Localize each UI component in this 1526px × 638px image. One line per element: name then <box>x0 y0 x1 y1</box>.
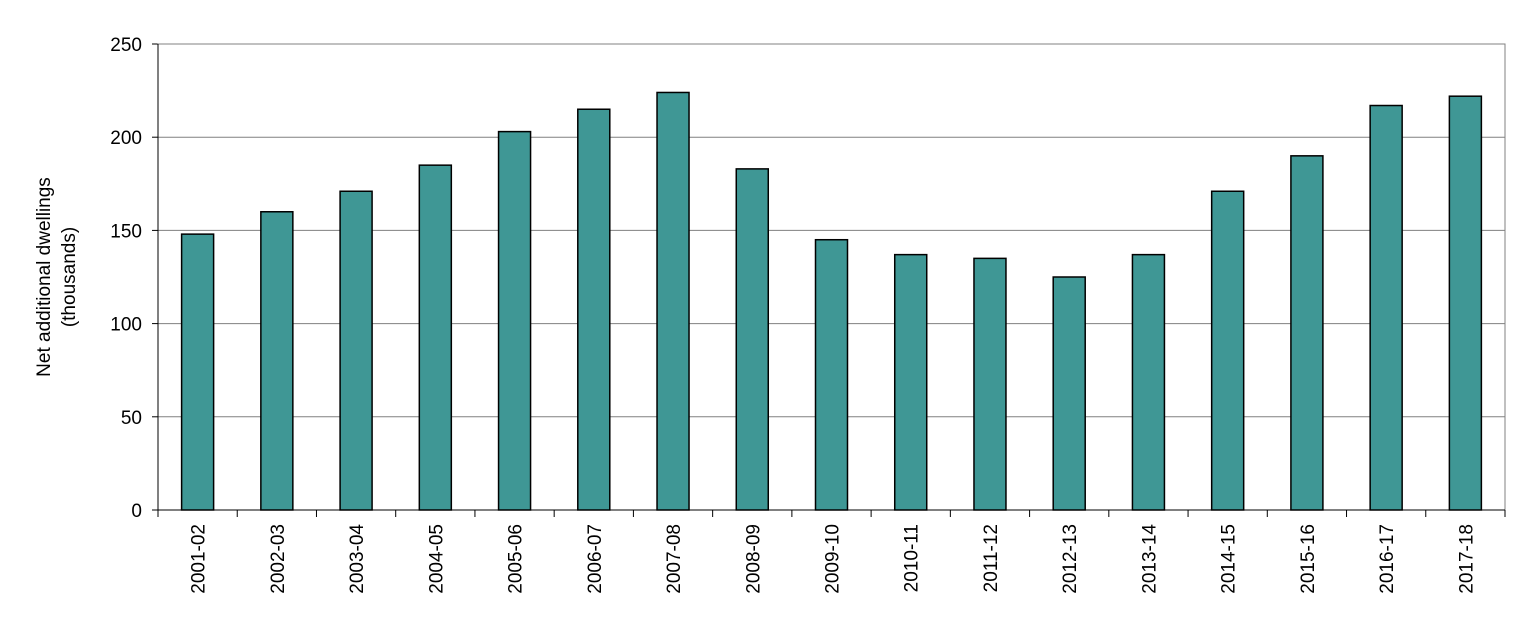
x-tick-label: 2016-17 <box>1377 524 1398 594</box>
x-tick-label: 2008-09 <box>743 524 764 594</box>
bar <box>1369 104 1403 511</box>
y-tick-label: 150 <box>110 221 142 242</box>
x-tick-label: 2002-03 <box>268 524 289 594</box>
x-tick-label: 2012-13 <box>1060 524 1081 594</box>
x-tick-label: 2005-06 <box>506 524 527 594</box>
x-tick-label: 2006-07 <box>585 524 606 594</box>
bar <box>735 168 770 511</box>
y-axis-label: (thousands) <box>59 227 80 327</box>
bar <box>1448 95 1483 511</box>
bar <box>814 238 849 511</box>
x-tick-label: 2014-15 <box>1219 524 1240 594</box>
bar <box>339 190 373 511</box>
bar <box>1052 276 1086 511</box>
y-tick-label: 50 <box>121 408 142 429</box>
y-axis-label: Net additional dwellings <box>34 177 55 377</box>
bar <box>180 233 215 511</box>
bar <box>893 253 928 511</box>
bar <box>260 211 294 511</box>
x-tick-label: 2010-11 <box>902 524 923 592</box>
x-tick-label: 2007-08 <box>664 524 685 594</box>
bar <box>656 91 690 511</box>
x-tick-label: 2001-02 <box>189 524 210 594</box>
x-tick-label: 2004-05 <box>426 524 447 594</box>
y-tick-label: 250 <box>110 35 142 56</box>
x-tick-label: 2017-18 <box>1456 524 1477 594</box>
x-tick-label: 2013-14 <box>1139 524 1160 594</box>
bar <box>1290 155 1324 511</box>
y-tick-label: 0 <box>131 501 142 522</box>
bar <box>973 257 1007 511</box>
bar <box>418 164 453 511</box>
x-tick-label: 2015-16 <box>1298 524 1319 594</box>
y-tick-label: 200 <box>110 128 142 149</box>
x-tick-label: 2009-10 <box>823 524 844 594</box>
x-tick-label: 2011-12 <box>981 524 1002 592</box>
bar <box>497 130 532 511</box>
bar <box>577 108 611 511</box>
bar <box>1210 190 1245 511</box>
y-tick-label: 100 <box>110 315 142 336</box>
bar <box>1131 253 1166 511</box>
x-tick-label: 2003-04 <box>347 524 368 594</box>
